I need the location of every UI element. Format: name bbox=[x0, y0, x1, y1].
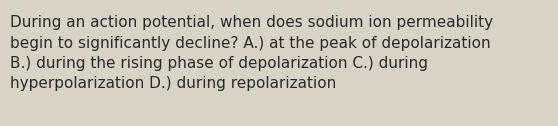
Text: During an action potential, when does sodium ion permeability
begin to significa: During an action potential, when does so… bbox=[10, 15, 493, 91]
